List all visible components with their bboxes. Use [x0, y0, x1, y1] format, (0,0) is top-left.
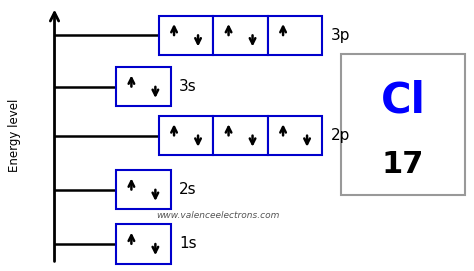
Bar	[159, 15, 213, 55]
Bar	[341, 54, 465, 195]
Bar	[268, 116, 322, 155]
Bar	[116, 224, 171, 263]
Bar	[213, 15, 268, 55]
Text: www.valenceelectrons.com: www.valenceelectrons.com	[156, 211, 280, 220]
Bar	[116, 170, 171, 209]
Text: 17: 17	[382, 150, 424, 179]
Bar	[213, 116, 268, 155]
Text: 3p: 3p	[331, 28, 350, 43]
Text: 2s: 2s	[179, 182, 197, 197]
Text: 3s: 3s	[179, 79, 197, 94]
Text: Cl: Cl	[381, 80, 425, 122]
Text: Energy level: Energy level	[8, 99, 21, 172]
Bar	[268, 15, 322, 55]
Text: 1s: 1s	[179, 236, 197, 251]
Text: 2p: 2p	[331, 128, 350, 143]
Bar	[116, 67, 171, 106]
Bar	[159, 116, 213, 155]
